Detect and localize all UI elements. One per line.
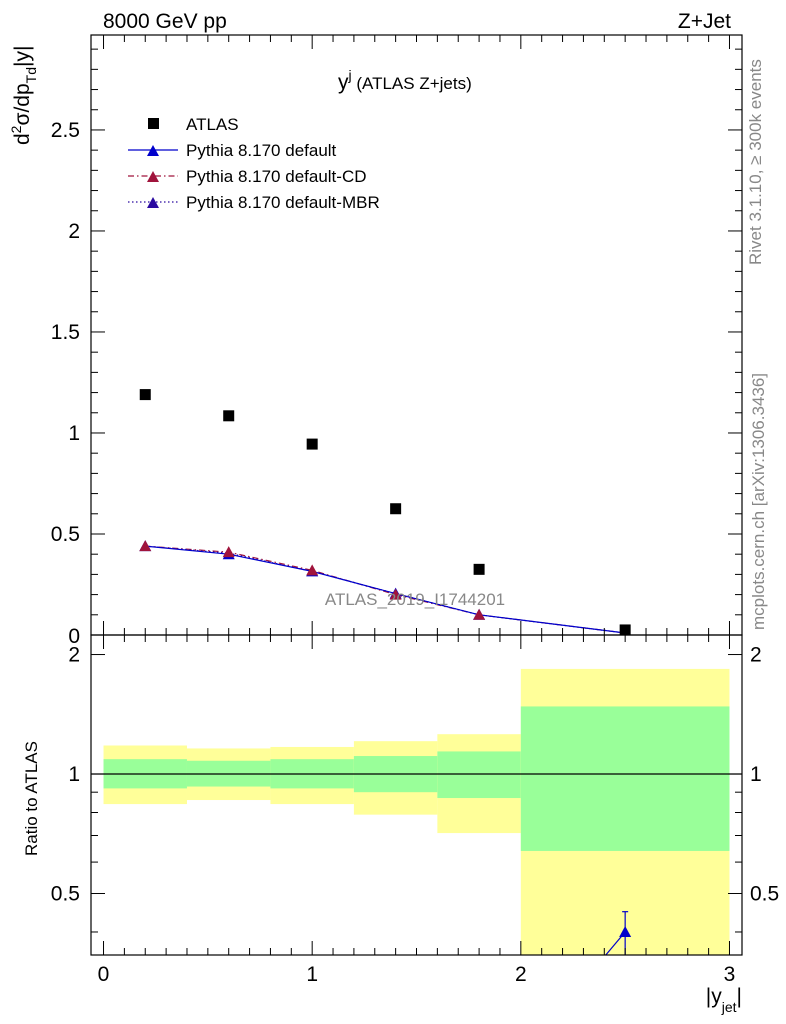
y-tick-label-ratio-right: 2 bbox=[750, 644, 762, 667]
data-point bbox=[139, 389, 151, 401]
legend-marker-atlas bbox=[148, 118, 159, 129]
series-marker-2 bbox=[139, 540, 152, 552]
x-tick-label: 3 bbox=[724, 963, 736, 986]
y-tick-label-ratio-left: 2 bbox=[68, 644, 80, 667]
plot-title-main: y bbox=[338, 71, 349, 94]
legend-label-cd: Pythia 8.170 default-CD bbox=[186, 167, 367, 186]
analysis-watermark: ATLAS_2019_I1744201 bbox=[325, 590, 505, 609]
ratio-point-marker bbox=[619, 925, 632, 937]
x-tick-label: 2 bbox=[515, 963, 527, 986]
main-plot-marks bbox=[139, 389, 631, 635]
y-tick-label-main: 2.5 bbox=[51, 119, 80, 142]
series-line-1 bbox=[145, 545, 626, 634]
y-axis-label-main: d2σ/dpTd|y| bbox=[8, 46, 39, 145]
header-left: 8000 GeV pp bbox=[103, 10, 227, 33]
legend: ATLAS Pythia 8.170 default Pythia 8.170 … bbox=[128, 115, 380, 212]
legend-marker-default bbox=[147, 145, 159, 156]
series-marker-2 bbox=[222, 546, 235, 558]
axis-ticks bbox=[91, 35, 742, 955]
data-point bbox=[223, 410, 235, 422]
x-tick-label: 1 bbox=[306, 963, 318, 986]
ratio-band-inner bbox=[520, 706, 730, 851]
legend-marker-cd bbox=[147, 171, 159, 182]
data-point bbox=[390, 503, 402, 515]
legend-label-atlas: ATLAS bbox=[186, 115, 239, 134]
series-marker-2 bbox=[306, 564, 319, 576]
x-tick-label: 0 bbox=[98, 963, 110, 986]
y-tick-label-main: 1 bbox=[68, 422, 80, 445]
tick-labels: 0 1 2 3 0.5 1 1.5 2 2.5 0 0.5 0.5 1 1 2 2 bbox=[51, 119, 779, 986]
header-right: Z+Jet bbox=[678, 10, 731, 33]
ratio-band-inner bbox=[437, 751, 521, 799]
series-marker-2 bbox=[389, 588, 402, 600]
y-tick-label-main: 0.5 bbox=[51, 523, 80, 546]
plot-title: yj (ATLAS Z+jets) bbox=[338, 67, 472, 94]
plot-title-rest: (ATLAS Z+jets) bbox=[352, 74, 472, 93]
data-point bbox=[306, 438, 318, 450]
rivet-label: Rivet 3.1.10, ≥ 300k events bbox=[746, 59, 765, 265]
plot-title-sup: j bbox=[348, 67, 352, 83]
y-tick-label-ratio-right: 1 bbox=[750, 763, 762, 786]
legend-marker-mbr bbox=[147, 197, 159, 208]
y-tick-label-ratio-left: 1 bbox=[68, 763, 80, 786]
series-marker-2 bbox=[473, 608, 486, 620]
ratio-plot-marks bbox=[91, 773, 742, 955]
data-point bbox=[473, 563, 485, 575]
y-axis-label-ratio: Ratio to ATLAS bbox=[22, 741, 41, 856]
ratio-series-line bbox=[604, 931, 626, 955]
ratio-bands bbox=[103, 668, 730, 955]
y-tick-label-main: 2 bbox=[68, 220, 80, 243]
legend-label-mbr: Pythia 8.170 default-MBR bbox=[186, 193, 380, 212]
legend-label-default: Pythia 8.170 default bbox=[186, 141, 337, 160]
y-tick-label-ratio-left: 0.5 bbox=[51, 883, 80, 906]
mcplots-label: mcplots.cern.ch [arXiv:1306.3436] bbox=[749, 373, 768, 630]
y-tick-label-main: 1.5 bbox=[51, 321, 80, 344]
y-tick-label-ratio-right: 0.5 bbox=[750, 883, 779, 906]
y-tick-label-main-zero: 0 bbox=[68, 625, 80, 648]
x-axis-label: |yjet| bbox=[706, 985, 742, 1015]
